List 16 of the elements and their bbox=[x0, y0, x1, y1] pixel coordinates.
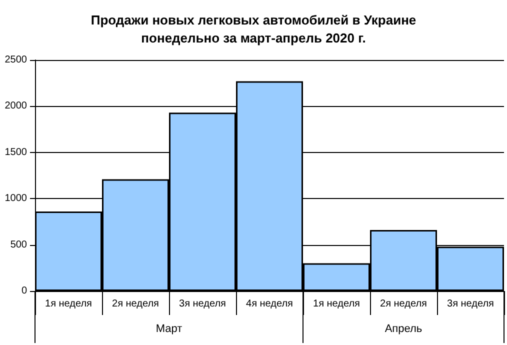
x-tick-label: 2я неделя bbox=[112, 298, 159, 310]
y-tick-label: 1500 bbox=[4, 146, 28, 158]
y-tick-label: 500 bbox=[10, 239, 28, 250]
y-tick-label: 2000 bbox=[4, 100, 28, 112]
text: Март bbox=[156, 323, 182, 335]
x-tick-label: 4я неделя bbox=[246, 298, 293, 310]
y-tick-label: 0 bbox=[21, 286, 28, 296]
y-tick-label: 2500 bbox=[4, 54, 28, 66]
y-tick-label: 1000 bbox=[4, 193, 28, 204]
x-tick-label: 1я неделя bbox=[45, 298, 92, 310]
x-tick-label: 3я неделя bbox=[179, 298, 226, 310]
x-tick-label: 3я неделя bbox=[447, 298, 494, 310]
x-tick-label: 1я неделя bbox=[313, 298, 360, 310]
text: Апрель bbox=[384, 323, 422, 335]
chart-title: Продажи новых легковых автомобилей в Украине понедельно за март-апрель 2020 г. bbox=[90, 12, 416, 46]
x-tick-label: 2я неделя bbox=[380, 298, 427, 310]
